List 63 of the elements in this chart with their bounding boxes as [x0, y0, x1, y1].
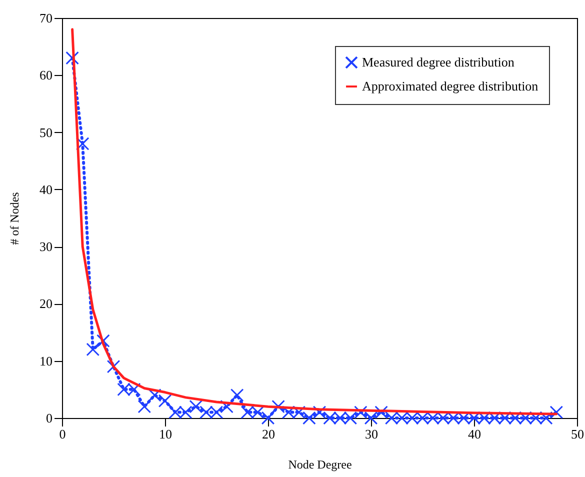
point	[364, 411, 378, 425]
point	[251, 406, 264, 419]
point	[261, 411, 275, 425]
point	[323, 411, 336, 425]
x-tick-label: 50	[571, 426, 584, 442]
x-tick-label: 10	[159, 426, 172, 442]
point	[508, 411, 522, 425]
point	[282, 406, 296, 419]
point	[189, 400, 203, 414]
point	[240, 406, 254, 419]
point	[158, 394, 172, 408]
point	[344, 411, 358, 425]
point	[302, 411, 316, 425]
point	[498, 411, 512, 425]
point	[168, 406, 182, 419]
point	[333, 411, 347, 425]
point	[384, 411, 398, 425]
point	[539, 411, 553, 425]
y-tick-label: 50	[40, 124, 52, 140]
point	[66, 51, 79, 65]
point	[550, 406, 564, 419]
point	[354, 406, 368, 419]
point	[488, 411, 502, 425]
y-tick-label: 40	[40, 182, 52, 197]
y-tick-label: 0	[46, 410, 52, 426]
point	[406, 411, 419, 425]
point	[518, 411, 532, 425]
y-tick-label: 30	[40, 239, 52, 254]
y-tick-label: 60	[40, 68, 52, 83]
y-tick-label: 10	[40, 353, 52, 368]
x-tick-label: 0	[59, 426, 66, 442]
point	[426, 411, 440, 425]
point	[312, 406, 326, 419]
point	[178, 406, 192, 419]
x-axis-title: Node Degree	[288, 458, 352, 472]
y-tick-label: 70	[40, 10, 52, 26]
y-tick-label: 20	[40, 296, 52, 312]
point	[230, 388, 244, 402]
point	[436, 411, 450, 425]
legend-label: Measured degree distribution	[362, 54, 515, 70]
point	[86, 342, 100, 356]
point	[478, 411, 491, 425]
point	[272, 400, 285, 414]
y-axis-title: # of Nodes	[8, 192, 22, 245]
point	[220, 400, 234, 414]
point	[127, 382, 141, 396]
point	[416, 411, 430, 425]
point	[529, 411, 542, 425]
point	[395, 411, 409, 425]
x-tick-label: 40	[468, 426, 481, 442]
point	[96, 334, 110, 348]
legend-label: Approximated degree distribution	[362, 78, 539, 94]
point	[117, 382, 130, 396]
point	[292, 406, 306, 419]
point	[76, 137, 90, 150]
x-tick-label: 20	[262, 426, 275, 442]
point	[138, 400, 152, 414]
x-tick-label: 30	[365, 426, 378, 442]
point	[200, 406, 213, 419]
point	[374, 406, 388, 419]
point	[467, 411, 481, 425]
point	[148, 388, 162, 402]
point	[210, 406, 224, 419]
